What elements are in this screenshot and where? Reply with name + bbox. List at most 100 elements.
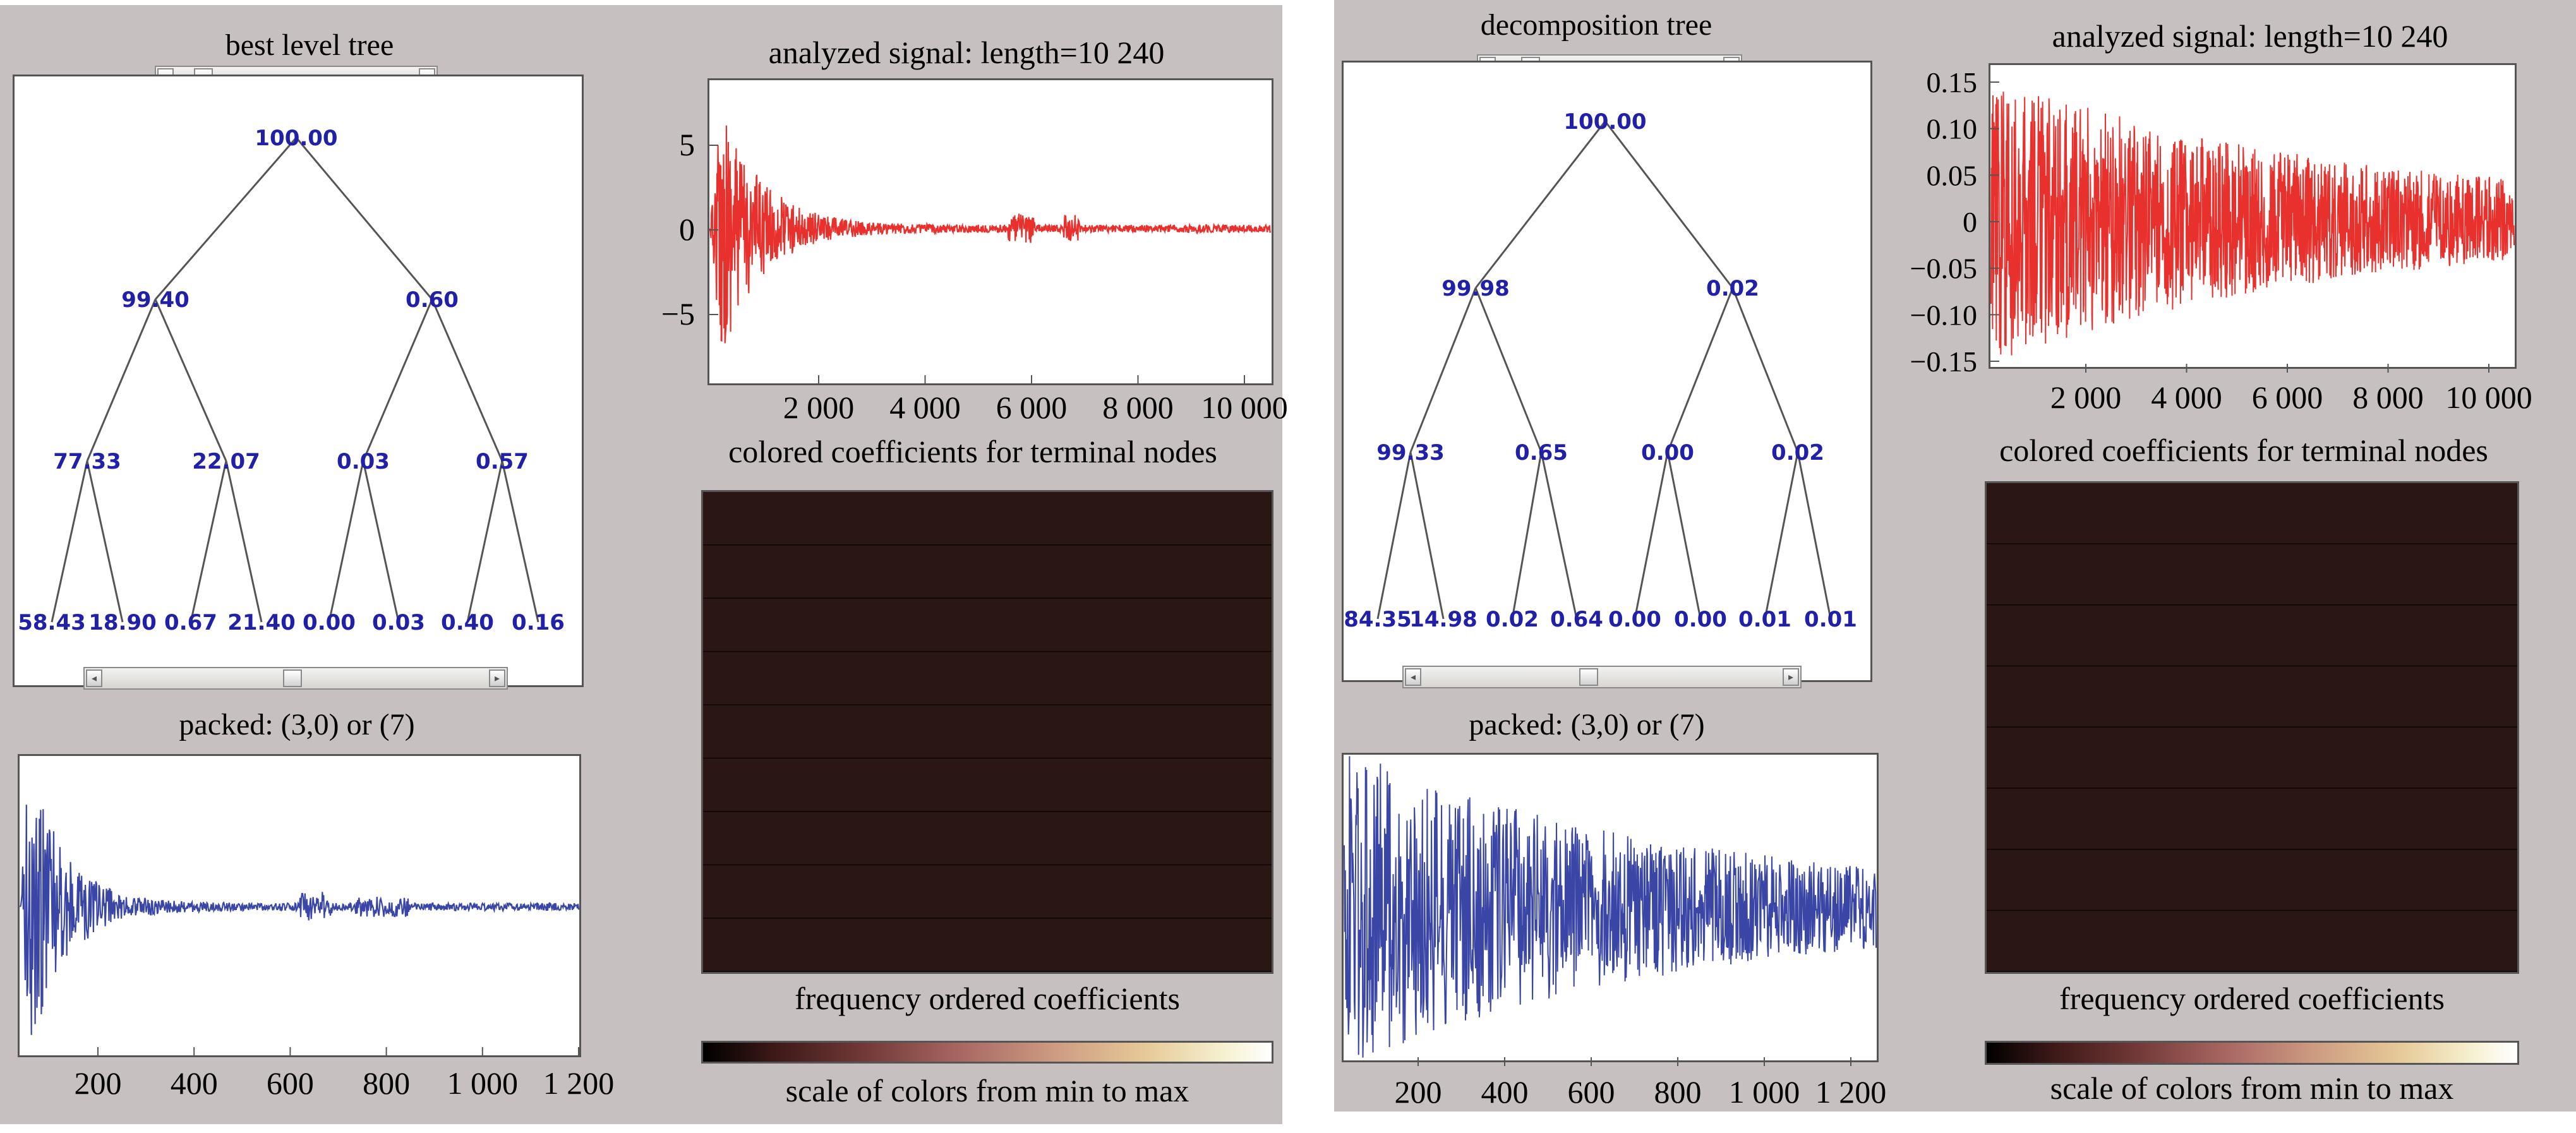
right-tree-node-6: 0.02: [1771, 440, 1824, 465]
left-heatmap-row-1: [703, 545, 1272, 600]
right-signal-title: analyzed signal: length=10 240: [2052, 18, 2448, 54]
right-tree-title: decomposition tree: [1480, 8, 1712, 42]
right-signal-ytick-label-0: 0.15: [1927, 66, 1978, 99]
left-signal-ytick-label-0: 5: [679, 127, 695, 162]
left-heatmap-row-2: [703, 598, 1272, 653]
right-tree-edge: [1409, 452, 1445, 620]
left-packed-xtick-label-0: 200: [75, 1065, 122, 1101]
right-packed-title: packed: (3,0) or (7): [1469, 708, 1705, 741]
right-tree-node-0: 100.00: [1563, 109, 1646, 135]
right-signal-trace: [1990, 92, 2515, 356]
right-heatmap-row-bg: [1987, 483, 2517, 544]
right-tree-node-1: 99.98: [1441, 276, 1510, 301]
left-tree-edge: [466, 460, 503, 623]
right-colorbar: [1985, 1041, 2519, 1065]
left-packed-trace: [19, 805, 580, 1035]
right-scroll-thumb-2[interactable]: [1579, 668, 1598, 686]
left-tree-node-10: 21.40: [227, 610, 296, 635]
left-scroll-thumb-2[interactable]: [283, 669, 302, 687]
left-signal-trace: [709, 125, 1272, 344]
left-tree-title: best level tree: [225, 28, 394, 62]
right-tree-node-9: 0.02: [1486, 607, 1539, 632]
left-tree-node-2: 0.60: [406, 287, 459, 313]
left-coef-title: colored coefficients for terminal nodes: [728, 434, 1217, 469]
left-signal-xtick-label-1: 4 000: [889, 390, 961, 425]
left-freq-title: frequency ordered coefficients: [795, 981, 1180, 1016]
left-packed-xtick-label-2: 600: [267, 1065, 314, 1101]
left-tree-edge: [295, 137, 433, 300]
right-coef-title: colored coefficients for terminal nodes: [1999, 433, 2488, 468]
left-packed-xtick-label-4: 1 000: [447, 1065, 519, 1101]
left-heatmap-row-0: [703, 492, 1272, 546]
left-tree-node-11: 0.00: [303, 610, 356, 635]
right-packed-xtick-label-1: 400: [1481, 1074, 1529, 1110]
left-tree-edge: [51, 460, 88, 623]
right-heatmap-row-7: [1987, 911, 2517, 972]
left-packed-xtick-label-5: 1 200: [543, 1065, 615, 1101]
right-tree-node-4: 0.65: [1515, 440, 1568, 465]
right-scale-title: scale of colors from min to max: [2050, 1070, 2454, 1106]
right-packed-xtick-label-0: 200: [1395, 1074, 1442, 1110]
right-signal-ytick-label-6: −0.15: [1910, 345, 1977, 378]
left-figure-panel: best level tree ◂ ▸ ◂ ▸ packed: (3,0) or…: [0, 5, 1282, 1124]
right-signal-ytick-label-3: 0: [1963, 206, 1977, 238]
left-heatmap-row-bg: [703, 652, 1272, 705]
right-coefficient-heatmap: [1985, 481, 2519, 974]
left-heatmap-row-bg: [703, 865, 1272, 919]
left-heatmap-row-8: [703, 918, 1272, 972]
right-tree-node-10: 0.64: [1550, 607, 1603, 632]
right-tree-edge: [1666, 287, 1734, 453]
right-heatmap-row-bg: [1987, 849, 2517, 911]
right-tree-node-2: 0.02: [1706, 276, 1759, 301]
left-tree-edge: [190, 460, 227, 623]
left-heatmap-row-bg: [703, 598, 1272, 652]
right-tree-bottom-scrollbar[interactable]: ◂ ▸: [1402, 666, 1802, 688]
left-heatmap-row-bg: [703, 705, 1272, 759]
right-signal-xtick-label-0: 2 000: [2050, 380, 2122, 415]
right-tree-node-11: 0.00: [1608, 607, 1661, 632]
left-tree-plot: [13, 75, 584, 687]
right-heatmap-row-bg: [1987, 728, 2517, 789]
right-tree-node-14: 0.01: [1804, 607, 1857, 632]
left-signal-xtick-label-4: 10 000: [1201, 390, 1288, 425]
left-tree-edge: [154, 137, 298, 300]
left-signal-ytick-label-1: 0: [679, 212, 695, 247]
right-packed-xtick-label-5: 1 200: [1815, 1074, 1887, 1110]
right-signal-ytick-label-1: 0.10: [1927, 113, 1978, 145]
left-tree-node-14: 0.16: [512, 610, 565, 635]
left-heatmap-row-4: [703, 705, 1272, 760]
right-scroll-right-icon-2[interactable]: ▸: [1783, 668, 1799, 686]
right-tree-edge: [1666, 452, 1702, 620]
left-scroll-right-icon-2[interactable]: ▸: [489, 669, 505, 687]
left-tree-bottom-scrollbar[interactable]: ◂ ▸: [83, 667, 508, 690]
right-packed-trace: [1344, 756, 1877, 1058]
right-signal-xtick-label-4: 10 000: [2445, 380, 2532, 415]
right-tree-edge: [1376, 452, 1412, 620]
right-heatmap-row-bg: [1987, 788, 2517, 850]
right-tree-edge: [1731, 287, 1799, 453]
right-tree-edge: [1604, 121, 1734, 289]
left-heatmap-row-bg: [703, 918, 1272, 972]
left-heatmap-row-5: [703, 758, 1272, 813]
right-tree-node-13: 0.01: [1738, 607, 1791, 632]
right-signal-xtick-label-3: 8 000: [2352, 380, 2424, 415]
left-tree-node-4: 22.07: [192, 449, 260, 474]
left-tree-edge: [154, 299, 227, 462]
left-tree-node-7: 58.43: [18, 610, 86, 635]
right-scroll-left-icon-2[interactable]: ◂: [1405, 668, 1421, 686]
right-heatmap-row-bg: [1987, 544, 2517, 606]
left-heatmap-row-bg: [703, 812, 1272, 866]
left-signal-xtick-label-0: 2 000: [783, 390, 855, 425]
right-tree-edge: [1474, 121, 1606, 289]
right-tree-node-7: 84.35: [1344, 607, 1412, 632]
left-tree-edge: [501, 460, 539, 623]
left-tree-node-9: 0.67: [164, 610, 217, 635]
right-tree-edge: [1511, 452, 1543, 620]
left-tree-edge: [86, 299, 157, 462]
right-packed-xtick-label-2: 600: [1568, 1074, 1615, 1110]
left-tree-edge: [362, 299, 433, 462]
left-tree-edge: [225, 460, 263, 623]
right-packed-xtick-label-3: 800: [1654, 1074, 1702, 1110]
left-coefficient-heatmap: [701, 490, 1273, 974]
left-scroll-left-icon-2[interactable]: ◂: [86, 669, 102, 687]
